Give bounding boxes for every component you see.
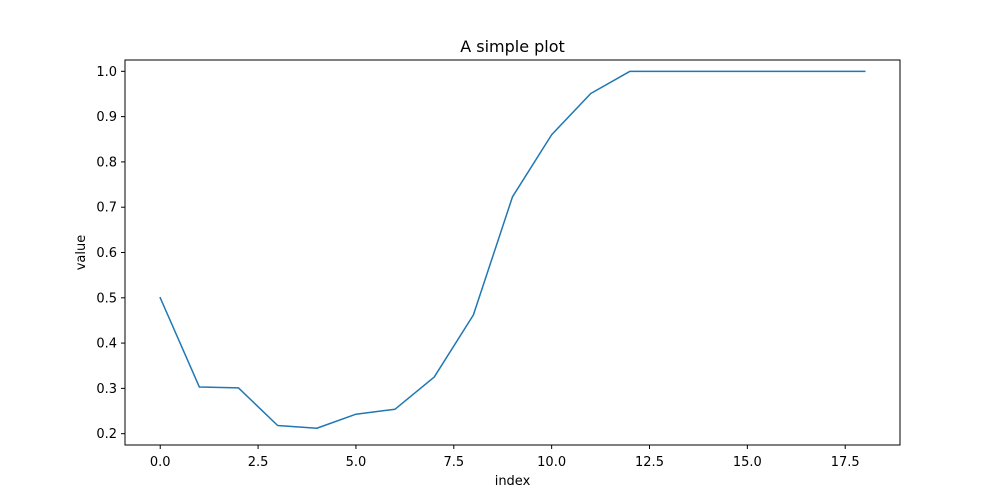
y-tick-label: 0.7 <box>96 201 117 216</box>
x-axis-ticks: 0.0 2.5 5.0 7.5 10.0 12.5 15.0 17.5 <box>150 445 860 470</box>
plot-area <box>125 60 900 445</box>
chart-title: A simple plot <box>460 37 565 56</box>
y-tick-label: 0.9 <box>96 110 117 125</box>
y-tick-label: 0.3 <box>96 382 117 397</box>
x-tick-label: 10.0 <box>537 455 566 470</box>
y-tick-label: 0.4 <box>96 337 117 352</box>
x-tick-label: 2.5 <box>248 455 269 470</box>
x-axis-label: index <box>495 474 531 489</box>
y-tick-label: 0.6 <box>96 246 117 261</box>
y-tick-label: 0.8 <box>96 155 117 170</box>
y-tick-label: 0.2 <box>96 427 117 442</box>
x-tick-label: 5.0 <box>346 455 367 470</box>
x-tick-label: 7.5 <box>443 455 464 470</box>
x-tick-label: 15.0 <box>733 455 762 470</box>
y-tick-label: 0.5 <box>96 291 117 306</box>
y-axis-label: value <box>74 235 89 271</box>
x-tick-label: 0.0 <box>150 455 171 470</box>
series-line <box>159 70 866 429</box>
y-tick-label: 1.0 <box>96 65 117 80</box>
x-tick-label: 12.5 <box>635 455 664 470</box>
y-axis-ticks: 0.2 0.3 0.4 0.5 0.6 0.7 0.8 0.9 1.0 <box>96 65 125 442</box>
series-layer <box>159 70 866 429</box>
x-tick-label: 17.5 <box>831 455 860 470</box>
plot-frame <box>124 59 901 446</box>
